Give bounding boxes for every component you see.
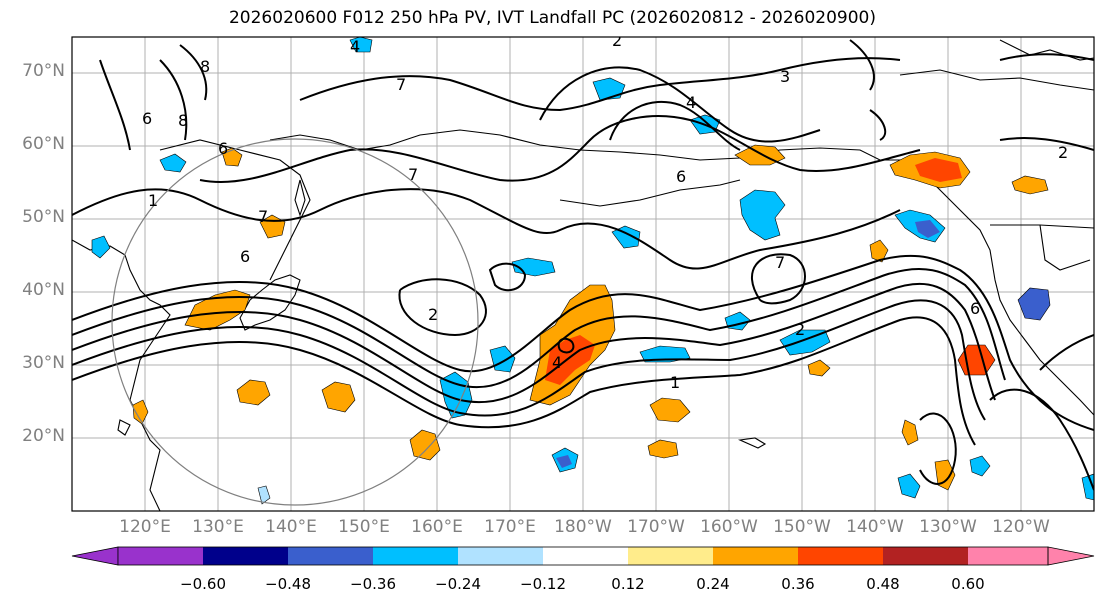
lon-label: 150°W	[773, 517, 831, 537]
lon-label: 170°W	[627, 517, 685, 537]
lon-label: 120°E	[119, 517, 171, 537]
lon-label: 120°W	[992, 517, 1050, 537]
colorbar-bin	[798, 547, 883, 565]
colorbar-bin	[288, 547, 373, 565]
colorbar-tick-label: 0.36	[781, 575, 815, 593]
lon-label: 140°E	[265, 517, 317, 537]
pv-contours	[72, 39, 1094, 491]
contour-label: 6	[218, 139, 228, 158]
lat-label: 50°N	[22, 207, 65, 227]
contour-label: 7	[408, 165, 418, 184]
lat-label: 70°N	[22, 61, 65, 81]
contour-label: 7	[396, 75, 406, 94]
lat-label: 20°N	[22, 426, 65, 446]
contour-label: 1	[148, 191, 158, 210]
contour-label: 2	[612, 31, 622, 50]
lon-label: 150°E	[338, 517, 390, 537]
contour-label: 4	[350, 37, 360, 56]
colorbar-bin	[458, 547, 543, 565]
contour-label: 2	[428, 305, 438, 324]
contour-label: 8	[178, 111, 188, 130]
colorbar-bin	[883, 547, 968, 565]
colorbar-tick-label: −0.12	[520, 575, 566, 593]
colorbar-bin	[713, 547, 798, 565]
lat-label: 40°N	[22, 280, 65, 300]
lon-label: 160°W	[700, 517, 758, 537]
contour-label: 3	[780, 67, 790, 86]
colorbar-bin	[373, 547, 458, 565]
contour-label: 4	[686, 93, 696, 112]
colorbar-bin	[203, 547, 288, 565]
lon-label: 180°W	[554, 517, 612, 537]
colorbar-extend-min	[71, 546, 119, 566]
colorbar-tick-label: 0.48	[866, 575, 900, 593]
colorbar-tick-label: 0.24	[696, 575, 730, 593]
ivt-shading	[91, 37, 1094, 505]
colorbar-tick-label: 0.12	[611, 575, 645, 593]
map-frame	[71, 36, 1095, 512]
colorbar-extend-max	[1047, 546, 1095, 566]
projection-circle	[111, 138, 479, 506]
colorbar-bin	[118, 547, 203, 565]
contour-label: 2	[795, 320, 805, 339]
colorbar-bin	[628, 547, 713, 565]
colorbar	[71, 546, 1095, 566]
lon-label: 140°W	[846, 517, 904, 537]
colorbar-bin	[543, 547, 628, 565]
contour-label: 7	[775, 253, 785, 272]
lat-label: 60°N	[22, 134, 65, 154]
lat-label: 30°N	[22, 353, 65, 373]
lon-label: 130°E	[192, 517, 244, 537]
contour-label: 6	[240, 247, 250, 266]
lon-label: 170°E	[484, 517, 536, 537]
map-title: 2026020600 F012 250 hPa PV, IVT Landfall…	[228, 8, 876, 28]
colorbar-bin	[968, 547, 1048, 565]
contour-label: 1	[670, 373, 680, 392]
colorbar-tick-label: −0.60	[180, 575, 226, 593]
contour-label: 8	[200, 57, 210, 76]
contour-label: 2	[1058, 143, 1068, 162]
colorbar-outline	[117, 546, 1049, 566]
colorbar-tick-label: −0.48	[265, 575, 311, 593]
colorbar-tick-label: −0.24	[435, 575, 481, 593]
contour-label: 6	[970, 299, 980, 318]
lon-label: 160°E	[411, 517, 463, 537]
lon-label: 130°W	[919, 517, 977, 537]
contour-label: 6	[142, 109, 152, 128]
graticule	[72, 37, 1094, 511]
contour-label: 4	[552, 353, 562, 372]
contour-label: 7	[258, 207, 268, 226]
contour-label-group: 2 2 6 6 6 6 6 7 7 7 7 3 4 4 4 1 8 8 2 1 …	[142, 31, 1068, 392]
colorbar-tick-label: 0.60	[951, 575, 985, 593]
colorbar-tick-label: −0.36	[350, 575, 396, 593]
contour-label: 6	[676, 167, 686, 186]
